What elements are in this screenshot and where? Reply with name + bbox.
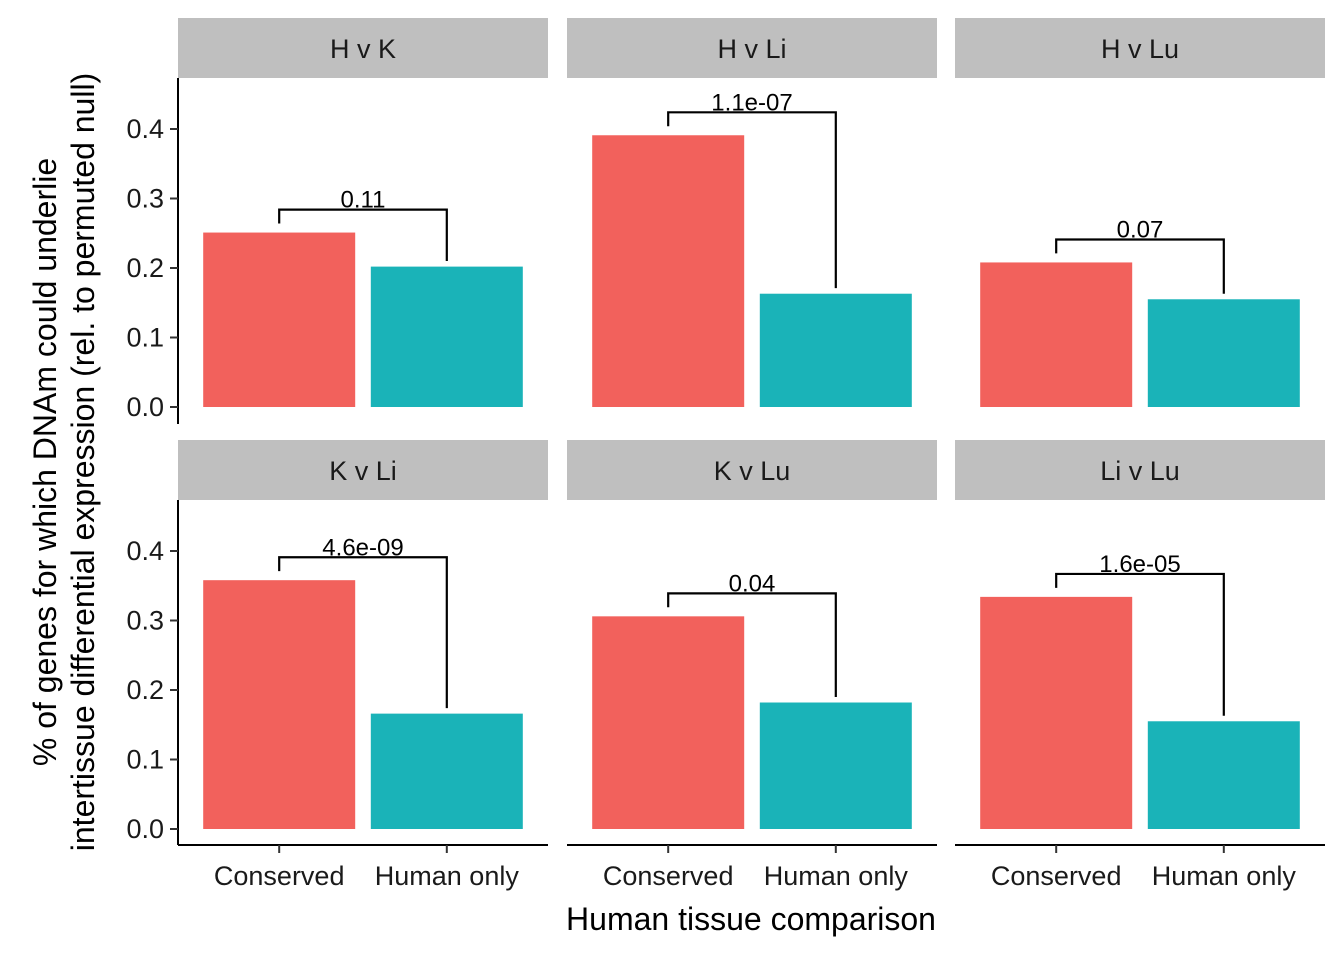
p-value-label: 0.07 — [1117, 217, 1164, 244]
facet-strip — [567, 18, 937, 78]
p-value-label: 1.6e-05 — [1099, 551, 1180, 578]
bar-human-only — [759, 702, 912, 829]
p-value-label: 0.04 — [729, 570, 776, 597]
facet-title: H v K — [330, 34, 396, 64]
facet-strip — [567, 440, 937, 500]
facet-strip — [955, 440, 1325, 500]
facet-title: H v Lu — [1101, 34, 1179, 64]
p-value-label: 4.6e-09 — [322, 534, 403, 561]
bar-conserved — [592, 616, 745, 829]
bar-conserved — [980, 596, 1133, 829]
facet-title: K v Lu — [714, 456, 791, 486]
bar-conserved — [203, 232, 356, 407]
y-tick-label: 0.4 — [126, 536, 164, 566]
y-axis-title-line: % of genes for which DNAm could underlie — [27, 158, 63, 766]
y-tick-label: 0.3 — [126, 184, 164, 214]
y-axis-title: % of genes for which DNAm could underlie… — [27, 73, 101, 851]
y-tick-label: 0.3 — [126, 606, 164, 636]
facet-panel: K v Li 4.6e-09 0.0 0.1 0.2 0.3 0.4 Conserved Hum… — [126, 440, 548, 891]
bar-human-only — [1147, 721, 1300, 829]
x-axis-title: Human tissue comparison — [566, 901, 936, 937]
y-tick-label: 0.2 — [126, 253, 164, 283]
x-tick-label: Conserved — [991, 861, 1122, 891]
significance-bracket — [667, 111, 837, 289]
x-tick-label: Human only — [1152, 861, 1297, 891]
x-tick-label: Human only — [764, 861, 909, 891]
y-axis-title-line: intertissue differential expression (rel… — [65, 73, 101, 851]
chart-panels: H v K0.110.00.10.20.30.4H v Li1.1e-07H v… — [126, 18, 1325, 891]
facet-strip — [178, 18, 548, 78]
significance-bracket — [1055, 238, 1225, 294]
significance-bracket — [1055, 572, 1225, 716]
y-tick-label: 0.1 — [126, 745, 164, 775]
significance-bracket — [667, 592, 837, 697]
facet-strip — [178, 440, 548, 500]
facet-panel: H v K 0.11 0.0 0.1 0.2 0.3 0.4 — [126, 18, 548, 424]
facet-strip — [955, 18, 1325, 78]
facet-panel: K v Lu 0.04 Conserved Human only — [567, 440, 937, 891]
facet-title: K v Li — [329, 456, 397, 486]
y-tick-label: 0.1 — [126, 323, 164, 353]
y-tick-label: 0.0 — [126, 814, 164, 844]
bar-human-only — [1147, 299, 1300, 407]
y-tick-label: 0.2 — [126, 675, 164, 705]
facet-panel: Li v Lu 1.6e-05 Conserved Human only — [955, 440, 1325, 891]
facet-title: Li v Lu — [1100, 456, 1180, 486]
facet-panel: H v Li 1.1e-07 — [567, 18, 937, 407]
facet-title: H v Li — [717, 34, 786, 64]
significance-bracket — [278, 208, 448, 262]
x-tick-label: Conserved — [214, 861, 345, 891]
x-tick-label: Human only — [375, 861, 520, 891]
y-tick-label: 0.4 — [126, 114, 164, 144]
bar-human-only — [370, 266, 523, 407]
facet-panel: H v Lu 0.07 — [955, 18, 1325, 407]
p-value-label: 1.1e-07 — [711, 89, 792, 116]
y-tick-label: 0.0 — [126, 392, 164, 422]
bar-conserved — [592, 135, 745, 407]
p-value-label: 0.11 — [341, 187, 386, 214]
bar-conserved — [203, 580, 356, 829]
bar-conserved — [980, 262, 1133, 407]
bar-human-only — [759, 293, 912, 407]
bar-human-only — [370, 713, 523, 829]
significance-bracket — [278, 556, 448, 709]
x-tick-label: Conserved — [603, 861, 734, 891]
